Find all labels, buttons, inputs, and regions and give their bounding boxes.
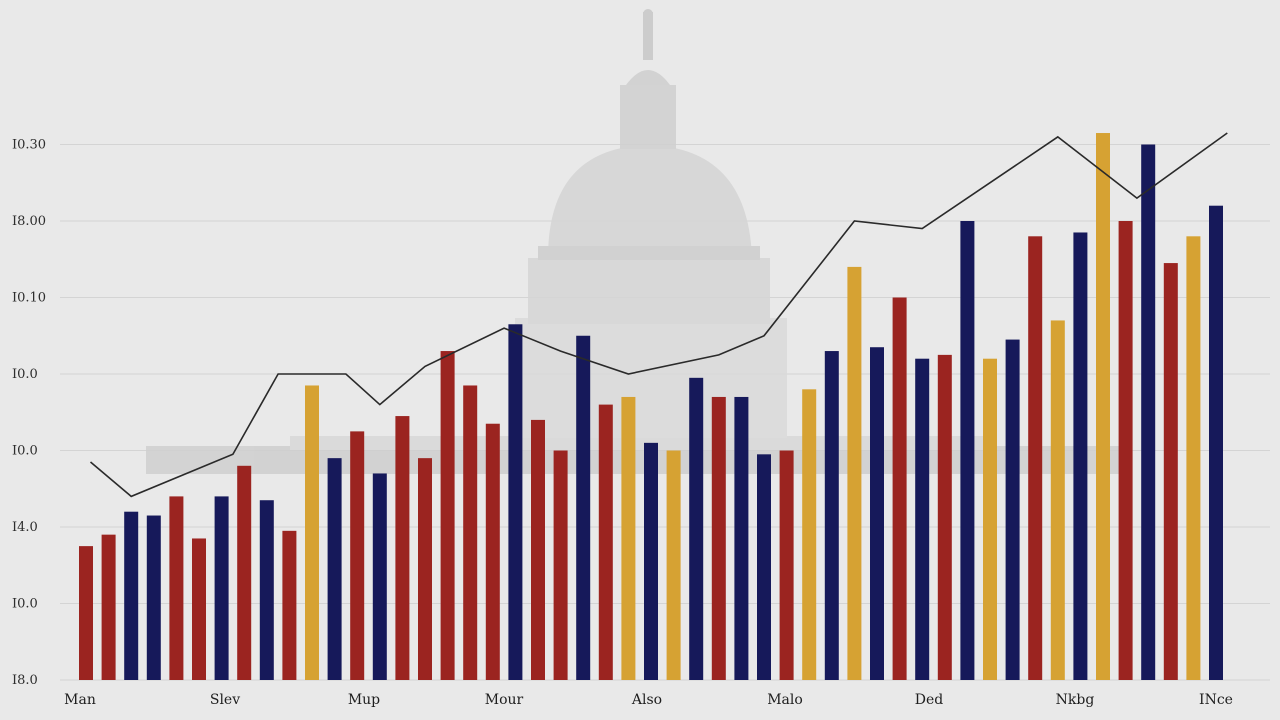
- y-tick-label: I0.0: [12, 444, 38, 459]
- bar: [870, 347, 884, 680]
- bar: [666, 450, 681, 680]
- bar: [1050, 320, 1065, 680]
- bar: [1028, 236, 1043, 681]
- bar: [508, 324, 523, 680]
- bar: [146, 515, 161, 680]
- bars: [79, 133, 1223, 681]
- bar: [124, 511, 139, 680]
- bar: [779, 450, 794, 680]
- bar: [734, 396, 749, 680]
- bar: [531, 419, 545, 680]
- bar: [485, 423, 500, 680]
- bar: [101, 534, 116, 680]
- bar: [282, 530, 297, 680]
- x-tick-label: Nkbg: [1056, 692, 1095, 708]
- bar: [214, 496, 229, 680]
- bar: [802, 389, 817, 680]
- y-axis-ticks: I8.0 I0.0 I4.0 I0.0 I0.0 I0.10 I8.00 I0.30: [12, 138, 46, 689]
- bar: [169, 496, 184, 680]
- bar: [1209, 205, 1223, 680]
- bar: [847, 266, 862, 680]
- bar: [1005, 339, 1020, 680]
- y-tick-label: I0.30: [12, 138, 46, 153]
- bar: [79, 546, 93, 680]
- bar: [418, 458, 432, 680]
- y-tick-label: I0.0: [12, 367, 38, 382]
- bar: [350, 431, 365, 680]
- x-axis-ticks: Man Slev Mup Mour Also Malo Ded Nkbg INce: [64, 692, 1233, 708]
- x-tick-label: Mour: [485, 692, 524, 708]
- bar: [327, 458, 342, 680]
- bar: [621, 396, 636, 680]
- x-tick-label: Malo: [767, 692, 803, 708]
- bar: [576, 335, 591, 680]
- bar: [892, 297, 907, 680]
- bar: [305, 385, 319, 680]
- y-tick-label: I0.10: [12, 291, 46, 306]
- bar: [259, 500, 274, 680]
- bar: [644, 442, 658, 680]
- bar: [372, 473, 387, 680]
- bar: [915, 358, 930, 680]
- bar: [983, 358, 997, 680]
- y-tick-label: I8.00: [12, 214, 46, 229]
- bar: [757, 454, 771, 680]
- trend-line-layer: [89, 132, 1228, 498]
- bar: [1096, 133, 1110, 680]
- bar: [711, 396, 726, 680]
- bar: [1163, 263, 1178, 680]
- bar: [463, 385, 478, 680]
- bar: [824, 351, 839, 680]
- bar: [598, 404, 613, 680]
- y-tick-label: I8.0: [12, 673, 38, 688]
- bar: [553, 450, 568, 680]
- y-tick-label: I4.0: [12, 520, 38, 535]
- bar: [960, 221, 975, 680]
- x-tick-label: Also: [631, 692, 662, 708]
- bar: [1141, 144, 1156, 680]
- x-tick-label: INce: [1199, 692, 1233, 708]
- x-tick-label: Ded: [915, 692, 944, 708]
- bar: [1186, 236, 1201, 681]
- bar: [395, 416, 410, 680]
- bar: [1118, 221, 1133, 680]
- bar: [1073, 232, 1088, 680]
- x-tick-label: Man: [64, 692, 96, 708]
- bar: [937, 354, 952, 680]
- x-tick-label: Mup: [348, 692, 380, 708]
- bar: [192, 538, 206, 680]
- x-tick-label: Slev: [210, 692, 240, 708]
- bar: [689, 377, 704, 680]
- bar: [440, 351, 455, 680]
- trend-line: [89, 132, 1228, 498]
- bar: [237, 465, 252, 680]
- y-tick-label: I0.0: [12, 597, 38, 612]
